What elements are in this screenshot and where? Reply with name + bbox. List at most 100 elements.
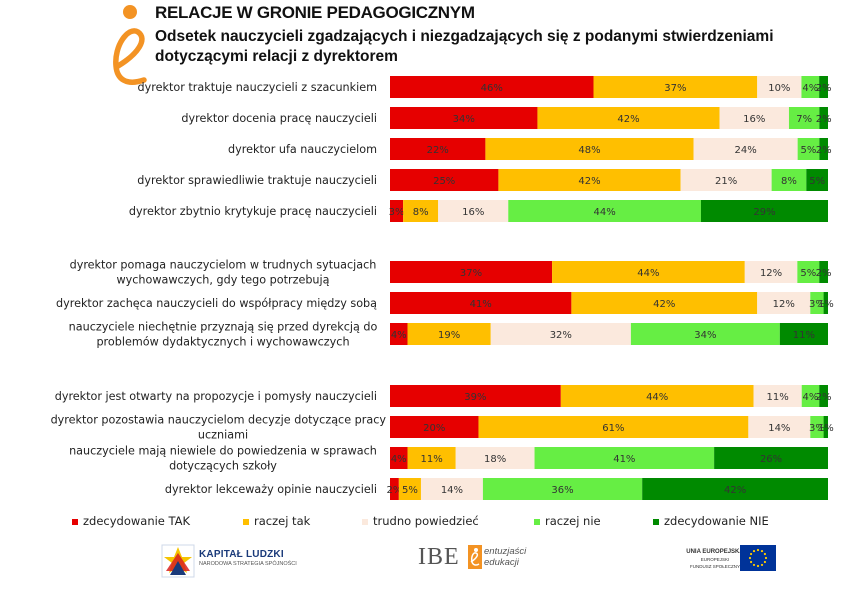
ibe-logo-text: IBE xyxy=(418,544,460,570)
category-label: dyrektor pomaga nauczycielom w trudnych … xyxy=(70,259,377,272)
category-label: dotyczących szkoły xyxy=(169,460,277,473)
bar-segment xyxy=(490,323,631,345)
data-label: 25% xyxy=(433,176,455,187)
bar-segment xyxy=(390,261,553,283)
data-label: 2% xyxy=(816,145,832,156)
ibe-e-logo xyxy=(113,5,147,85)
data-label: 14% xyxy=(441,485,463,496)
bar-segment xyxy=(757,292,811,314)
bar-segment xyxy=(819,107,828,129)
data-label: 34% xyxy=(453,114,475,125)
data-label: 18% xyxy=(484,454,506,465)
data-label: 2% xyxy=(816,268,832,279)
category-label: dyrektor zbytnio krytykuje pracę nauczyc… xyxy=(129,205,377,218)
category-label: dyrektor ufa nauczycielom xyxy=(228,143,377,156)
data-label: 3% xyxy=(809,423,825,434)
data-label: 10% xyxy=(768,83,790,94)
data-label: 5% xyxy=(809,176,825,187)
category-label: dyrektor docenia pracę nauczycieli xyxy=(181,112,377,125)
bar-segment xyxy=(398,478,421,500)
data-label: 44% xyxy=(594,207,616,218)
legend-label: raczej nie xyxy=(545,514,601,528)
data-label: 1% xyxy=(818,423,834,434)
bar-segment xyxy=(420,478,483,500)
category-label: dyrektor sprawiedliwie traktuje nauczyci… xyxy=(137,174,377,187)
kl-subtitle: NARODOWA STRATEGIA SPÓJNOŚCI xyxy=(199,561,297,567)
bar-segment xyxy=(498,169,681,191)
data-label: 61% xyxy=(602,423,624,434)
bar-segment xyxy=(455,447,535,469)
category-label: dyrektor lekceważy opinie nauczycieli xyxy=(165,483,377,496)
data-label: 44% xyxy=(637,268,659,279)
bar-segment xyxy=(390,323,408,345)
bar-segment xyxy=(810,416,824,438)
bar-segment xyxy=(403,200,439,222)
data-label: 5% xyxy=(801,145,817,156)
bar-segment xyxy=(797,261,820,283)
data-label: 46% xyxy=(481,83,503,94)
category-label: dyrektor pozostawia nauczycielom decyzje… xyxy=(51,414,396,427)
eu-flag-icon xyxy=(740,545,776,571)
category-label: wychowawczych, gdy tego potrzebują xyxy=(116,274,329,287)
legend-swatch xyxy=(72,519,78,525)
bar-segment xyxy=(390,107,538,129)
ibe-mark-icon xyxy=(468,545,482,569)
bar-segment xyxy=(823,292,828,314)
data-label: 5% xyxy=(402,485,418,496)
data-label: 36% xyxy=(551,485,573,496)
bar-segment xyxy=(390,76,594,98)
bar-segment xyxy=(390,138,486,160)
data-label: 5% xyxy=(800,268,816,279)
bar-segment xyxy=(485,138,694,160)
data-label: 11% xyxy=(420,454,442,465)
bar-segment xyxy=(478,416,749,438)
category-label: nauczyciele niechętnie przyznają się prz… xyxy=(69,321,378,334)
kapital-ludzki-text: KAPITAŁ LUDZKI NARODOWA STRATEGIA SPÓJNO… xyxy=(199,549,297,567)
bar-segment xyxy=(438,200,509,222)
bar-segment xyxy=(810,292,824,314)
bar-segment xyxy=(390,200,404,222)
bar-segment xyxy=(819,261,828,283)
data-label: 4% xyxy=(802,83,818,94)
data-label: 2% xyxy=(816,114,832,125)
ue-text: UNIA EUROPEJSKA EUROPEJSKI FUNDUSZ SPOŁE… xyxy=(680,549,750,569)
bar-segment xyxy=(593,76,758,98)
data-label: 16% xyxy=(462,207,484,218)
data-label: 8% xyxy=(413,207,429,218)
data-label: 12% xyxy=(760,268,782,279)
data-label: 42% xyxy=(578,176,600,187)
legend-label: zdecydowanie NIE xyxy=(664,514,769,528)
data-label: 7% xyxy=(796,114,812,125)
bar-segment xyxy=(700,200,828,222)
bar-segment xyxy=(714,447,828,469)
legend-label: zdecydowanie TAK xyxy=(83,514,191,528)
bar-segment xyxy=(508,200,701,222)
data-label: 12% xyxy=(773,299,795,310)
bar-segment xyxy=(779,323,828,345)
stacked-bar-chart: dyrektor traktuje nauczycieli z szacunki… xyxy=(51,76,834,528)
data-label: 42% xyxy=(617,114,639,125)
legend-swatch xyxy=(534,519,540,525)
page-title: RELACJE W GRONIE PEDAGOGICZNYM xyxy=(155,3,475,22)
ue-fund-2: FUNDUSZ SPOŁECZNY xyxy=(689,564,740,569)
category-label: dyrektor jest otwarty na propozycje i po… xyxy=(55,390,377,403)
bar-segment xyxy=(801,385,820,407)
data-label: 42% xyxy=(724,485,746,496)
data-label: 39% xyxy=(464,392,486,403)
data-label: 2% xyxy=(386,485,402,496)
bar-segment xyxy=(482,478,643,500)
category-label: dyrektor zachęca nauczycieli do współpra… xyxy=(56,297,377,310)
bar-segment xyxy=(819,76,828,98)
data-label: 1% xyxy=(818,299,834,310)
data-label: 42% xyxy=(653,299,675,310)
data-label: 29% xyxy=(753,207,775,218)
bar-segment xyxy=(552,261,745,283)
data-label: 2% xyxy=(816,392,832,403)
bar-segment xyxy=(680,169,772,191)
ibe-tagline-2: edukacji xyxy=(484,557,519,568)
data-label: 2% xyxy=(816,83,832,94)
bar-segment xyxy=(407,447,456,469)
legend-label: trudno powiedzieć xyxy=(373,514,479,528)
data-label: 37% xyxy=(460,268,482,279)
data-label: 4% xyxy=(391,454,407,465)
